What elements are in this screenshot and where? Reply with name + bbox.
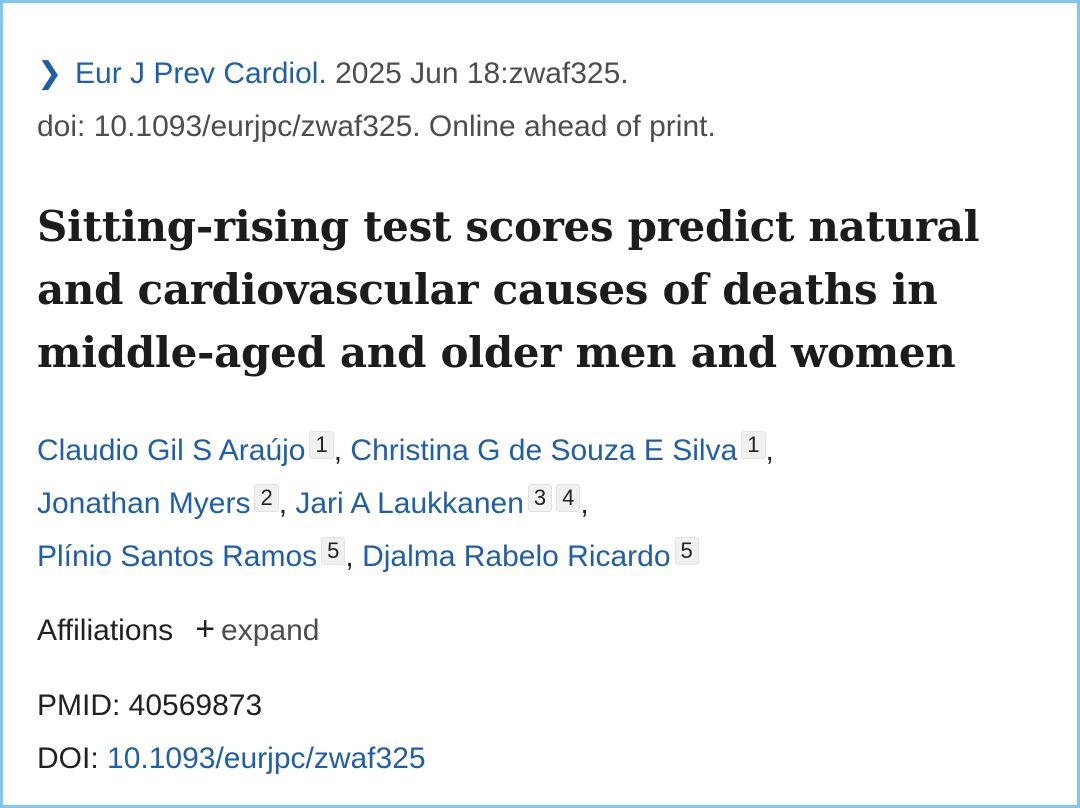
article-identifiers: PMID: 40569873 DOI: 10.1093/eurjpc/zwaf3… <box>37 679 1047 785</box>
affiliation-number[interactable]: 5 <box>321 537 346 565</box>
author-link[interactable]: Jari A Laukkanen <box>295 487 524 520</box>
affiliation-number[interactable]: 3 <box>527 484 553 512</box>
affiliation-number[interactable]: 2 <box>254 484 279 512</box>
pmid-label: PMID: <box>37 689 121 722</box>
pmid-value: 40569873 <box>120 689 263 722</box>
author-link[interactable]: Djalma Rabelo Ricardo <box>362 540 671 573</box>
expand-button[interactable]: expand <box>221 614 320 647</box>
authors-list: Claudio Gil S Araújo 1, Christina G de So… <box>37 424 1047 583</box>
affiliation-number[interactable]: 1 <box>741 431 766 459</box>
chevron-right-icon[interactable]: ❯ <box>37 57 63 90</box>
affiliation-number[interactable]: 5 <box>674 537 699 565</box>
journal-citation: ❯ Eur J Prev Cardiol. 2025 Jun 18:zwaf325… <box>37 47 1047 153</box>
citation-date: 2025 Jun 18:zwaf325. <box>326 57 629 90</box>
authors-line-2: Jonathan Myers 2, Jari A Laukkanen 3 4, <box>37 484 589 520</box>
affiliations-label: Affiliations <box>37 614 174 647</box>
authors-line-3: Plínio Santos Ramos 5, Djalma Rabelo Rica… <box>37 530 1047 583</box>
citation-doi-line: doi: 10.1093/eurjpc/zwaf325. Online ahea… <box>37 110 716 143</box>
authors-line-1: Claudio Gil S Araújo 1, Christina G de So… <box>37 431 774 467</box>
pmid-row: PMID: 40569873 <box>37 679 1047 732</box>
article-header: ❯ Eur J Prev Cardiol. 2025 Jun 18:zwaf325… <box>37 47 1047 785</box>
author-link[interactable]: Plínio Santos Ramos <box>37 540 318 573</box>
journal-link[interactable]: Eur J Prev Cardiol. <box>75 57 327 90</box>
affiliation-number[interactable]: 4 <box>556 484 581 512</box>
doi-row: DOI: 10.1093/eurjpc/zwaf325 <box>37 732 1047 785</box>
author-link[interactable]: Jonathan Myers <box>37 487 251 520</box>
author-link[interactable]: Christina G de Souza E Silva <box>350 434 738 467</box>
plus-icon[interactable]: + <box>195 610 216 648</box>
doi-link[interactable]: 10.1093/eurjpc/zwaf325 <box>107 742 426 775</box>
affiliations-toggle-row: Affiliations + expand <box>37 603 1047 657</box>
author-link[interactable]: Claudio Gil S Araújo <box>37 434 306 467</box>
article-title: Sitting-rising test scores predict natur… <box>37 202 980 377</box>
citation-line-1: ❯ Eur J Prev Cardiol. 2025 Jun 18:zwaf325… <box>37 47 1047 100</box>
doi-label: DOI: <box>37 742 99 775</box>
affiliation-number[interactable]: 1 <box>309 431 334 459</box>
